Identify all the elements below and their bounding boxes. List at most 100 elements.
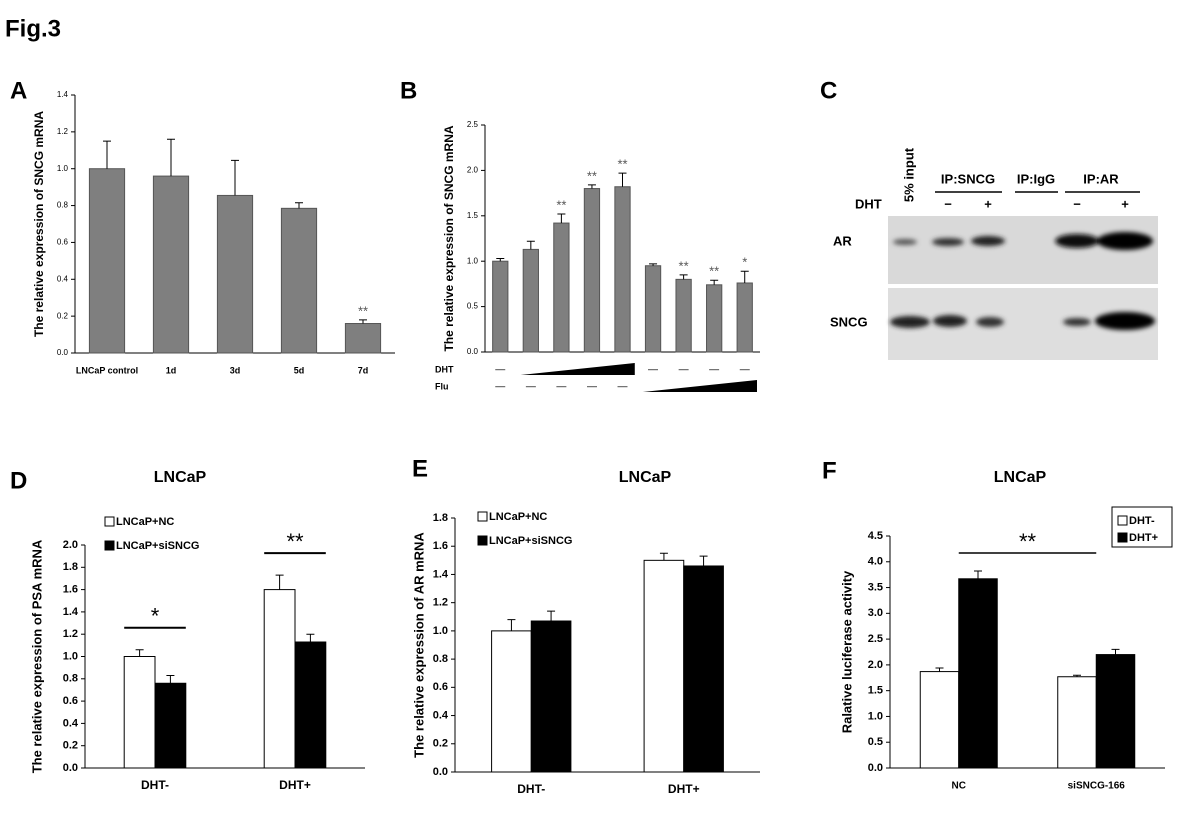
y-tick-label: 2.0: [467, 166, 479, 175]
error-bar: [306, 633, 315, 643]
dht-mark: −: [1073, 196, 1081, 211]
y-tick-label: 1.2: [63, 628, 78, 640]
error-bar: [1111, 648, 1120, 655]
error-bar: [135, 649, 144, 657]
error-bar: [974, 570, 982, 579]
legend-label: DHT+: [1129, 532, 1158, 544]
panel-label: D: [10, 467, 27, 494]
legend-label: LNCaP+siSNCG: [116, 540, 199, 552]
panel-label: B: [400, 77, 417, 104]
row-label: AR: [833, 233, 852, 248]
significance: *: [742, 255, 747, 270]
y-tick-label: 0.0: [467, 347, 479, 356]
significance: **: [358, 303, 368, 318]
treatment-mark: —: [495, 365, 505, 376]
error-bar: [649, 263, 658, 266]
y-tick-label: 0.8: [63, 673, 78, 685]
significance: **: [617, 157, 627, 172]
x-tick-label: 7d: [358, 365, 369, 375]
legend-label: LNCaP+NC: [489, 511, 547, 523]
chart-title: LNCaP: [154, 469, 207, 486]
error-bar: [710, 279, 719, 285]
row-label: SNCG: [830, 314, 868, 329]
treatment-mark: —: [526, 382, 536, 393]
y-axis-label: The relative expression of AR mRNA: [411, 532, 426, 758]
legend-swatch: [477, 535, 488, 546]
error-bar: [496, 257, 505, 262]
bar: [152, 175, 190, 354]
panel-label: C: [820, 77, 837, 104]
y-tick-label: 3.5: [868, 581, 883, 593]
y-axis-label: The relative expression of SNCG mRNA: [32, 111, 46, 337]
y-tick-label: 2.0: [868, 659, 883, 671]
bar: [491, 630, 532, 773]
legend-swatch: [1117, 515, 1128, 526]
bar: [919, 671, 960, 769]
figure-title: Fig.3: [5, 15, 61, 42]
error-bar: [231, 159, 239, 196]
y-axis-label: Ralative luciferase activity: [839, 570, 854, 733]
bar: [344, 323, 382, 354]
y-tick-label: 1.5: [868, 685, 883, 697]
dht-label: DHT: [855, 196, 882, 211]
y-tick-label: 1.4: [63, 606, 79, 618]
comparison: **: [1019, 529, 1037, 554]
legend-swatch: [104, 516, 115, 527]
bar: [644, 265, 662, 353]
treatment-mark: —: [679, 365, 689, 376]
treatment-mark: —: [709, 365, 719, 376]
bar: [553, 222, 570, 353]
chart-title: LNCaP: [994, 469, 1047, 486]
bar: [958, 578, 998, 769]
y-tick-label: 0.0: [868, 762, 883, 774]
y-tick-label: 1.4: [57, 90, 69, 99]
error-bar: [699, 555, 708, 566]
y-tick-label: 1.6: [433, 540, 448, 552]
error-bar: [1073, 674, 1081, 677]
bar: [530, 620, 572, 773]
blot-membrane: [888, 216, 1158, 284]
error-bar: [557, 213, 566, 224]
panel-label: A: [10, 77, 27, 104]
x-tick-label: 3d: [230, 365, 241, 375]
significance: **: [587, 168, 597, 183]
y-tick-label: 2.0: [63, 539, 78, 551]
treatment-mark: —: [740, 365, 750, 376]
y-tick-label: 0.2: [63, 740, 78, 752]
error-bar: [359, 319, 367, 324]
y-tick-label: 0.2: [57, 311, 69, 320]
dht-mark: −: [944, 196, 952, 211]
bar: [1095, 654, 1136, 769]
error-bar: [935, 667, 944, 672]
bar: [154, 682, 187, 769]
y-tick-label: 1.0: [467, 256, 479, 265]
treatment-mark: —: [495, 382, 505, 393]
treatment-label: DHT: [435, 364, 454, 374]
bar: [123, 656, 156, 769]
y-tick-label: 4.5: [868, 530, 883, 542]
dht-mark: +: [984, 196, 992, 211]
bar: [706, 284, 723, 353]
bar: [88, 168, 126, 354]
x-tick-label: LNCaP control: [76, 365, 138, 375]
dose-triangle: [520, 363, 635, 375]
error-bar: [167, 138, 175, 177]
chart-title: LNCaP: [619, 469, 672, 486]
legend-label: DHT-: [1129, 515, 1155, 527]
lane-label: 5% input: [901, 147, 916, 202]
western-blot: C 5% input IP:SNCG IP:IgG IP:AR DHT − + …: [820, 77, 1158, 360]
bar: [294, 641, 327, 769]
y-axis-label: The relative expression of PSA mRNA: [29, 539, 44, 773]
y-tick-label: 1.8: [63, 561, 78, 573]
y-tick-label: 1.5: [467, 211, 479, 220]
lane-label: IP:SNCG: [941, 171, 995, 186]
bar: [522, 248, 539, 353]
significance: **: [679, 258, 689, 273]
y-tick-label: 1.0: [57, 164, 69, 173]
error-bar: [679, 274, 688, 280]
y-tick-label: 0.2: [433, 738, 448, 750]
x-tick-label: DHT+: [668, 782, 700, 796]
lane-label: IP:AR: [1083, 171, 1119, 186]
x-tick-label: 1d: [166, 365, 177, 375]
